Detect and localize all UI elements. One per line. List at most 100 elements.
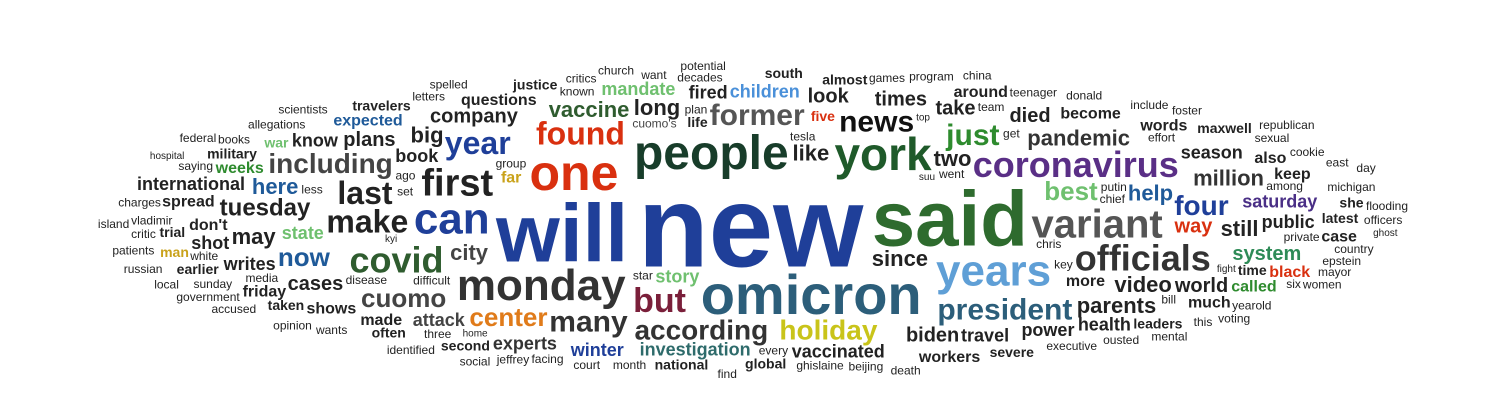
word: people	[634, 127, 789, 180]
word: justice	[512, 76, 558, 92]
word: difficult	[413, 273, 451, 287]
word: system	[1232, 243, 1301, 265]
word: city	[450, 240, 489, 265]
word: friday	[243, 283, 287, 300]
word: disease	[346, 273, 388, 287]
word: identified	[387, 343, 435, 357]
word: life	[687, 114, 707, 130]
word: weeks	[215, 160, 264, 177]
word: said	[872, 175, 1028, 263]
word: severe	[990, 344, 1035, 360]
word: opinion	[273, 318, 312, 332]
word: plan	[685, 103, 708, 117]
word: facing	[531, 352, 563, 366]
word: shot	[191, 233, 229, 253]
word: don't	[189, 217, 228, 234]
word: michigan	[1327, 180, 1375, 194]
word: second	[441, 337, 490, 353]
word: book	[395, 146, 439, 166]
word: times	[875, 88, 927, 110]
word: media	[245, 271, 278, 285]
word: day	[1356, 161, 1375, 175]
word: but	[633, 282, 686, 320]
word: court	[573, 358, 600, 372]
word: white	[189, 249, 218, 263]
word: shows	[306, 301, 356, 318]
word: year	[445, 125, 511, 161]
word: latest	[1322, 210, 1359, 226]
word: ousted	[1103, 333, 1139, 347]
word: winter	[570, 340, 624, 360]
word: writes	[223, 254, 276, 274]
word: mayor	[1318, 265, 1351, 279]
word: donald	[1066, 89, 1102, 103]
word: cuomo	[361, 283, 446, 313]
word: experts	[493, 333, 557, 353]
word: help	[1128, 180, 1173, 205]
word: war	[263, 134, 289, 150]
word: monday	[457, 261, 626, 310]
word: letters	[412, 89, 445, 103]
word: patients	[112, 243, 154, 257]
word: epstein	[1322, 254, 1361, 268]
word: words	[1139, 118, 1187, 135]
word: hospital	[150, 151, 184, 162]
word: cases	[288, 273, 344, 295]
word: key	[1054, 257, 1073, 271]
word: including	[268, 148, 392, 179]
word: found	[536, 116, 625, 152]
word: time	[1238, 262, 1267, 278]
word: women	[1302, 277, 1342, 291]
word: black	[1269, 264, 1310, 281]
word: bill	[1161, 292, 1176, 306]
word: just	[945, 119, 999, 152]
word: biden	[906, 324, 959, 346]
word: month	[613, 358, 646, 372]
word: foster	[1172, 103, 1202, 117]
word: like	[793, 140, 830, 165]
word: want	[640, 68, 667, 82]
word: mandate	[601, 79, 675, 99]
word: travel	[961, 326, 1009, 346]
word: big	[411, 123, 444, 148]
word: attack	[413, 310, 466, 330]
word: man	[160, 244, 189, 260]
word: chief	[1100, 192, 1126, 206]
word: far	[501, 170, 521, 187]
word: known	[560, 84, 595, 98]
word: spelled	[430, 78, 468, 92]
word: find	[718, 367, 737, 381]
word: home	[463, 329, 488, 340]
word: decades	[677, 70, 722, 84]
word: mental	[1151, 330, 1187, 344]
word: fight	[1217, 264, 1236, 275]
word: potential	[680, 59, 725, 73]
word: country	[1334, 242, 1373, 256]
word: local	[154, 278, 179, 292]
word: island	[98, 217, 129, 231]
word: trial	[159, 224, 185, 240]
word: look	[808, 85, 850, 107]
word: last	[337, 175, 392, 211]
word: get	[1003, 127, 1020, 141]
word: flooding	[1366, 199, 1408, 213]
word: six	[1286, 277, 1301, 291]
word: include	[1130, 98, 1168, 112]
word: saying	[178, 159, 213, 173]
word: earlier	[177, 261, 220, 277]
word: york	[834, 128, 932, 180]
word: now	[278, 242, 331, 272]
word: vladimir	[131, 214, 172, 228]
word: health	[1078, 315, 1131, 335]
word: according	[634, 314, 768, 345]
word: much	[1188, 295, 1231, 312]
word: here	[252, 174, 298, 199]
word: three	[424, 327, 452, 341]
word: this	[1194, 315, 1213, 329]
word: cuomo's	[632, 117, 676, 131]
word: among	[1266, 179, 1303, 193]
word: government	[176, 290, 240, 304]
word: executive	[1046, 339, 1097, 353]
word: president	[937, 293, 1072, 326]
